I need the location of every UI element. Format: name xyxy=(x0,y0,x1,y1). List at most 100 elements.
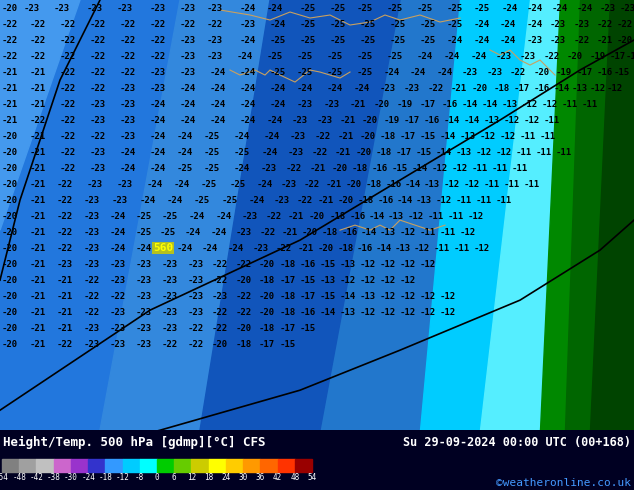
Bar xyxy=(19,459,36,472)
Text: -11: -11 xyxy=(456,196,472,205)
Text: -24: -24 xyxy=(180,84,196,93)
Text: -21: -21 xyxy=(2,84,18,93)
Text: -21: -21 xyxy=(30,164,46,172)
Text: -11: -11 xyxy=(420,228,436,237)
Text: -12: -12 xyxy=(115,473,129,482)
Text: -15: -15 xyxy=(300,324,316,333)
Text: -23: -23 xyxy=(84,212,100,220)
Text: -22: -22 xyxy=(57,212,73,220)
Text: -23: -23 xyxy=(110,260,126,269)
Text: -21: -21 xyxy=(30,260,46,269)
Text: -25: -25 xyxy=(136,212,152,220)
Text: -21: -21 xyxy=(57,276,73,285)
Text: -21: -21 xyxy=(30,147,46,157)
Text: -23: -23 xyxy=(150,3,166,13)
Bar xyxy=(191,459,209,472)
Text: -21: -21 xyxy=(57,324,73,333)
Text: ©weatheronline.co.uk: ©weatheronline.co.uk xyxy=(496,478,631,488)
Text: -11: -11 xyxy=(492,164,508,172)
Text: -24: -24 xyxy=(437,68,453,76)
Text: -22: -22 xyxy=(212,260,228,269)
Text: -12: -12 xyxy=(444,180,460,189)
Text: -20: -20 xyxy=(472,84,488,93)
Text: -24: -24 xyxy=(180,116,196,124)
Text: -24: -24 xyxy=(577,3,593,13)
Text: -24: -24 xyxy=(270,20,286,28)
Text: -22: -22 xyxy=(236,308,252,317)
Text: 0: 0 xyxy=(155,473,159,482)
Text: -23: -23 xyxy=(110,308,126,317)
Text: -23: -23 xyxy=(240,20,256,28)
Text: -13: -13 xyxy=(395,244,411,253)
Text: -25: -25 xyxy=(330,20,346,28)
Text: -14: -14 xyxy=(412,164,428,172)
Text: -20: -20 xyxy=(356,147,372,157)
Text: -24: -24 xyxy=(140,196,156,205)
Text: -12: -12 xyxy=(480,132,496,141)
Text: -23: -23 xyxy=(150,84,166,93)
Bar xyxy=(2,459,19,472)
Text: -12: -12 xyxy=(607,84,623,93)
Text: -16: -16 xyxy=(597,68,613,76)
Text: -24: -24 xyxy=(240,99,256,109)
Text: -22: -22 xyxy=(150,51,166,61)
Text: -11: -11 xyxy=(556,147,572,157)
Text: -23: -23 xyxy=(110,324,126,333)
Text: -18: -18 xyxy=(380,132,396,141)
Text: -20: -20 xyxy=(534,68,550,76)
Text: -11: -11 xyxy=(512,164,528,172)
Text: -13: -13 xyxy=(340,260,356,269)
Text: -20: -20 xyxy=(2,180,18,189)
Text: -24: -24 xyxy=(240,68,256,76)
Text: -20: -20 xyxy=(2,292,18,301)
Text: -22: -22 xyxy=(30,116,46,124)
Text: -16: -16 xyxy=(534,84,550,93)
Text: -23: -23 xyxy=(253,244,269,253)
Text: -11: -11 xyxy=(540,132,556,141)
Text: -24: -24 xyxy=(500,20,516,28)
Text: -16: -16 xyxy=(378,196,394,205)
Text: -23: -23 xyxy=(162,292,178,301)
Text: -22: -22 xyxy=(60,99,76,109)
Bar xyxy=(88,459,105,472)
Text: -22: -22 xyxy=(236,260,252,269)
Text: -14: -14 xyxy=(462,99,478,109)
Text: -21: -21 xyxy=(451,84,467,93)
Text: -21: -21 xyxy=(298,244,314,253)
Text: -24: -24 xyxy=(110,228,126,237)
Text: -24: -24 xyxy=(150,164,166,172)
Text: -21: -21 xyxy=(30,292,46,301)
Text: -11: -11 xyxy=(516,147,532,157)
Text: -24: -24 xyxy=(150,132,166,141)
Text: -22: -22 xyxy=(57,340,73,349)
Text: -23: -23 xyxy=(120,116,136,124)
Text: -20: -20 xyxy=(2,340,18,349)
Text: -23: -23 xyxy=(188,308,204,317)
Bar xyxy=(139,459,157,472)
Text: -23: -23 xyxy=(84,244,100,253)
Text: -23: -23 xyxy=(90,164,106,172)
Text: -23: -23 xyxy=(207,3,223,13)
Text: -24: -24 xyxy=(552,3,568,13)
Text: -54: -54 xyxy=(0,473,9,482)
Text: -21: -21 xyxy=(30,84,46,93)
Text: -22: -22 xyxy=(120,68,136,76)
Text: -20: -20 xyxy=(2,164,18,172)
Text: -23: -23 xyxy=(162,324,178,333)
Text: -22: -22 xyxy=(297,196,313,205)
Text: -12: -12 xyxy=(340,276,356,285)
Text: -23: -23 xyxy=(188,276,204,285)
Text: -12: -12 xyxy=(420,260,436,269)
Text: -12: -12 xyxy=(504,116,520,124)
Text: -21: -21 xyxy=(30,340,46,349)
Text: -20: -20 xyxy=(236,324,252,333)
Text: -22: -22 xyxy=(212,308,228,317)
Text: -23: -23 xyxy=(90,99,106,109)
Text: -25: -25 xyxy=(417,3,433,13)
Text: -12: -12 xyxy=(522,99,538,109)
Polygon shape xyxy=(590,0,634,430)
Text: -25: -25 xyxy=(160,228,176,237)
Text: -22: -22 xyxy=(57,196,73,205)
Text: -20: -20 xyxy=(2,228,18,237)
Text: -17: -17 xyxy=(610,51,626,61)
